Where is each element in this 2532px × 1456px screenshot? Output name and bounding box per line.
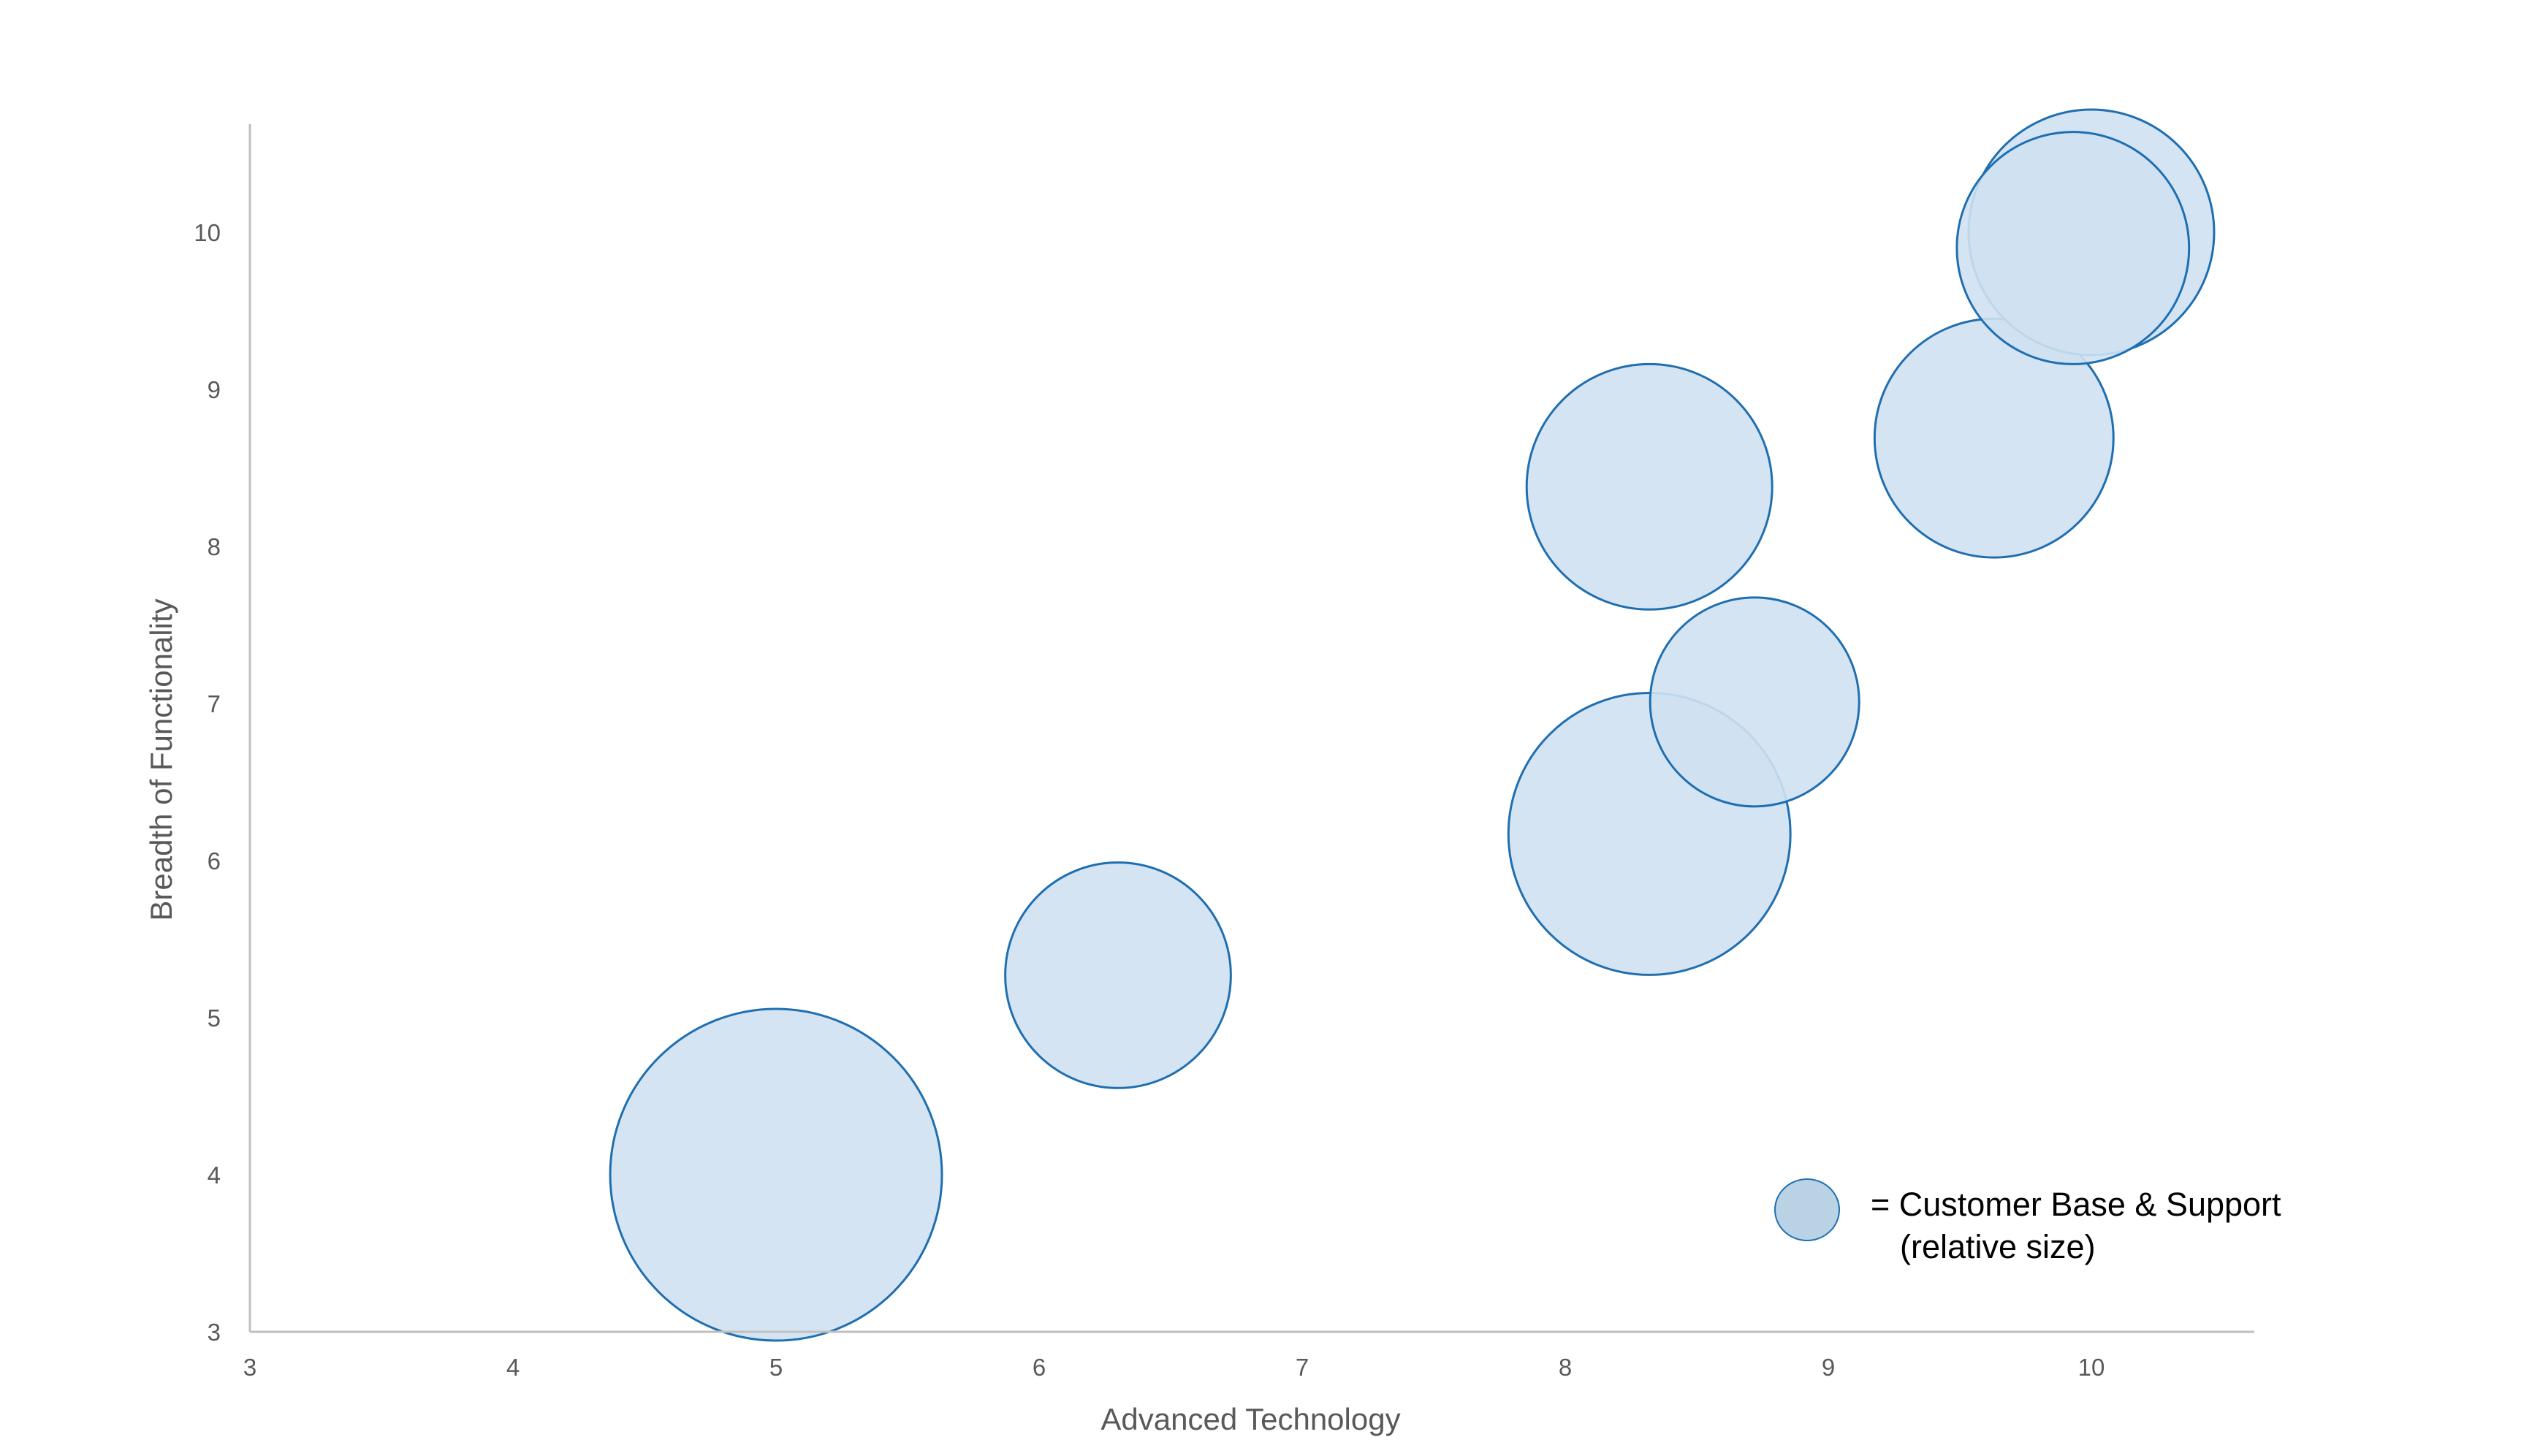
- y-axis-title: Breadth of Functionality: [144, 598, 178, 921]
- x-axis-title: Advanced Technology: [1100, 1402, 1400, 1436]
- y-tick-labels: 3 4 5 6 7 8 9 10: [194, 219, 221, 1346]
- y-tick-label: 5: [208, 1005, 221, 1032]
- y-tick-label: 4: [208, 1162, 221, 1189]
- bubble-layer: [609, 108, 2216, 1342]
- y-tick-label: 7: [208, 690, 221, 717]
- bubble: [1649, 596, 1860, 808]
- y-tick-label: 3: [208, 1319, 221, 1346]
- bubble: [1525, 362, 1773, 611]
- bubble: [1004, 861, 1232, 1089]
- bubble: [1955, 131, 2191, 365]
- x-tick-labels: 3 4 5 6 7 8 9 10: [243, 1354, 2105, 1381]
- x-tick-label: 5: [769, 1354, 783, 1381]
- x-tick-label: 3: [243, 1354, 256, 1381]
- y-tick-label: 8: [208, 533, 221, 560]
- x-tick-label: 6: [1033, 1354, 1046, 1381]
- legend: = Customer Base & Support (relative size…: [1774, 1178, 2281, 1265]
- x-tick-label: 10: [2078, 1354, 2105, 1381]
- y-tick-label: 6: [208, 847, 221, 874]
- legend-sublabel: (relative size): [1900, 1228, 2096, 1265]
- legend-bubble-swatch: [1774, 1178, 1840, 1241]
- legend-label: = Customer Base & Support: [1871, 1186, 2281, 1223]
- x-tick-label: 8: [1559, 1354, 1572, 1381]
- bubble: [609, 1007, 943, 1342]
- y-tick-label: 10: [194, 219, 221, 246]
- x-tick-label: 9: [1822, 1354, 1835, 1381]
- x-tick-label: 7: [1296, 1354, 1309, 1381]
- y-tick-label: 9: [208, 376, 221, 403]
- x-tick-label: 4: [506, 1354, 520, 1381]
